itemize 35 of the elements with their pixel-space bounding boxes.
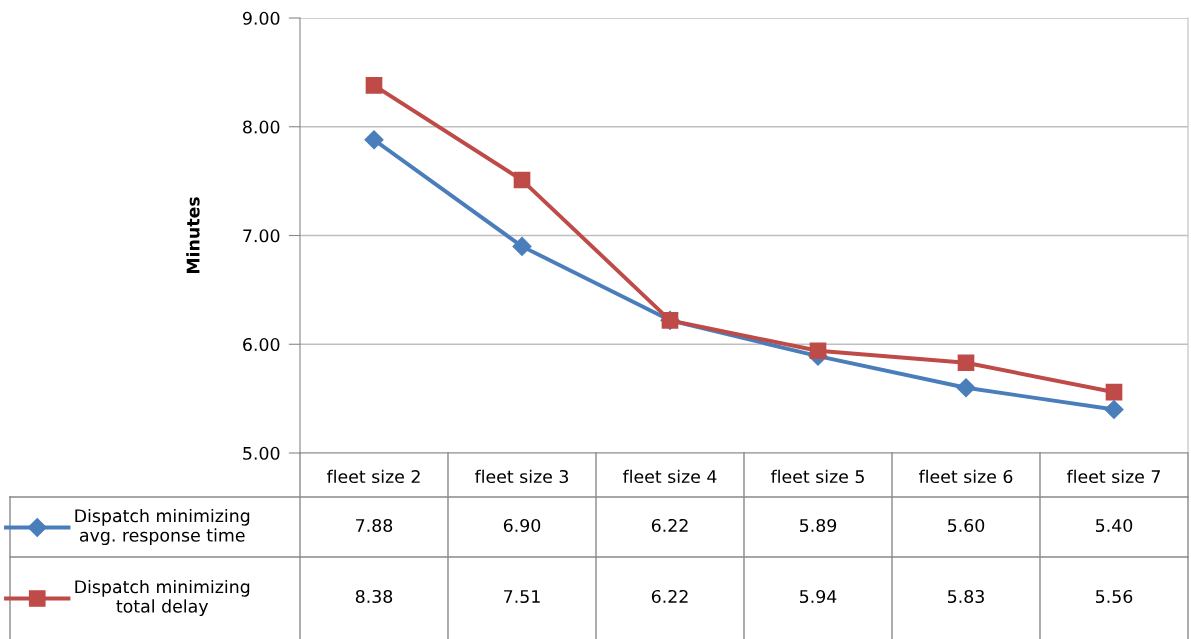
- data-label: 6.90: [503, 518, 541, 533]
- y-tick-label: 5.00: [243, 446, 280, 460]
- point: [513, 171, 531, 189]
- x-tick-label: fleet size 5: [770, 469, 864, 484]
- point: [1104, 399, 1124, 420]
- data-label: 5.83: [948, 589, 984, 604]
- data-label: 7.51: [504, 590, 540, 604]
- data-label: 5.60: [948, 518, 985, 533]
- x-tick-label: fleet size 6: [918, 469, 1013, 484]
- data-label: 6.22: [651, 589, 688, 604]
- point: [957, 354, 975, 372]
- y-tick-label: 8.00: [243, 120, 280, 134]
- point: [1105, 383, 1123, 401]
- point: [365, 77, 383, 94]
- data-label: 7.88: [356, 518, 393, 533]
- point: [364, 130, 384, 150]
- y-tick-label: 6.00: [243, 337, 280, 352]
- data-label: 5.40: [1096, 518, 1133, 533]
- y-tick-label: 7.00: [243, 229, 280, 243]
- x-tick-label: fleet size 7: [1066, 469, 1160, 484]
- data-label: 5.89: [800, 518, 837, 533]
- x-tick-label: fleet size 2: [326, 469, 420, 484]
- data-label: 5.94: [800, 589, 837, 604]
- legend-label: Dispatch minimizing avg. response time: [75, 508, 250, 546]
- data-label: 6.22: [651, 518, 688, 533]
- data-label: 8.38: [355, 589, 393, 604]
- y-axis-title: Minutes: [186, 197, 200, 274]
- data-label: 5.56: [1096, 589, 1133, 604]
- y-tick-label: 9.00: [242, 11, 280, 25]
- x-tick-label: fleet size 3: [474, 469, 569, 484]
- point: [512, 236, 532, 256]
- legend-label: Dispatch minimizing total delay: [75, 579, 250, 617]
- x-tick-label: fleet size 4: [622, 469, 717, 484]
- point: [809, 342, 827, 360]
- point: [956, 378, 976, 398]
